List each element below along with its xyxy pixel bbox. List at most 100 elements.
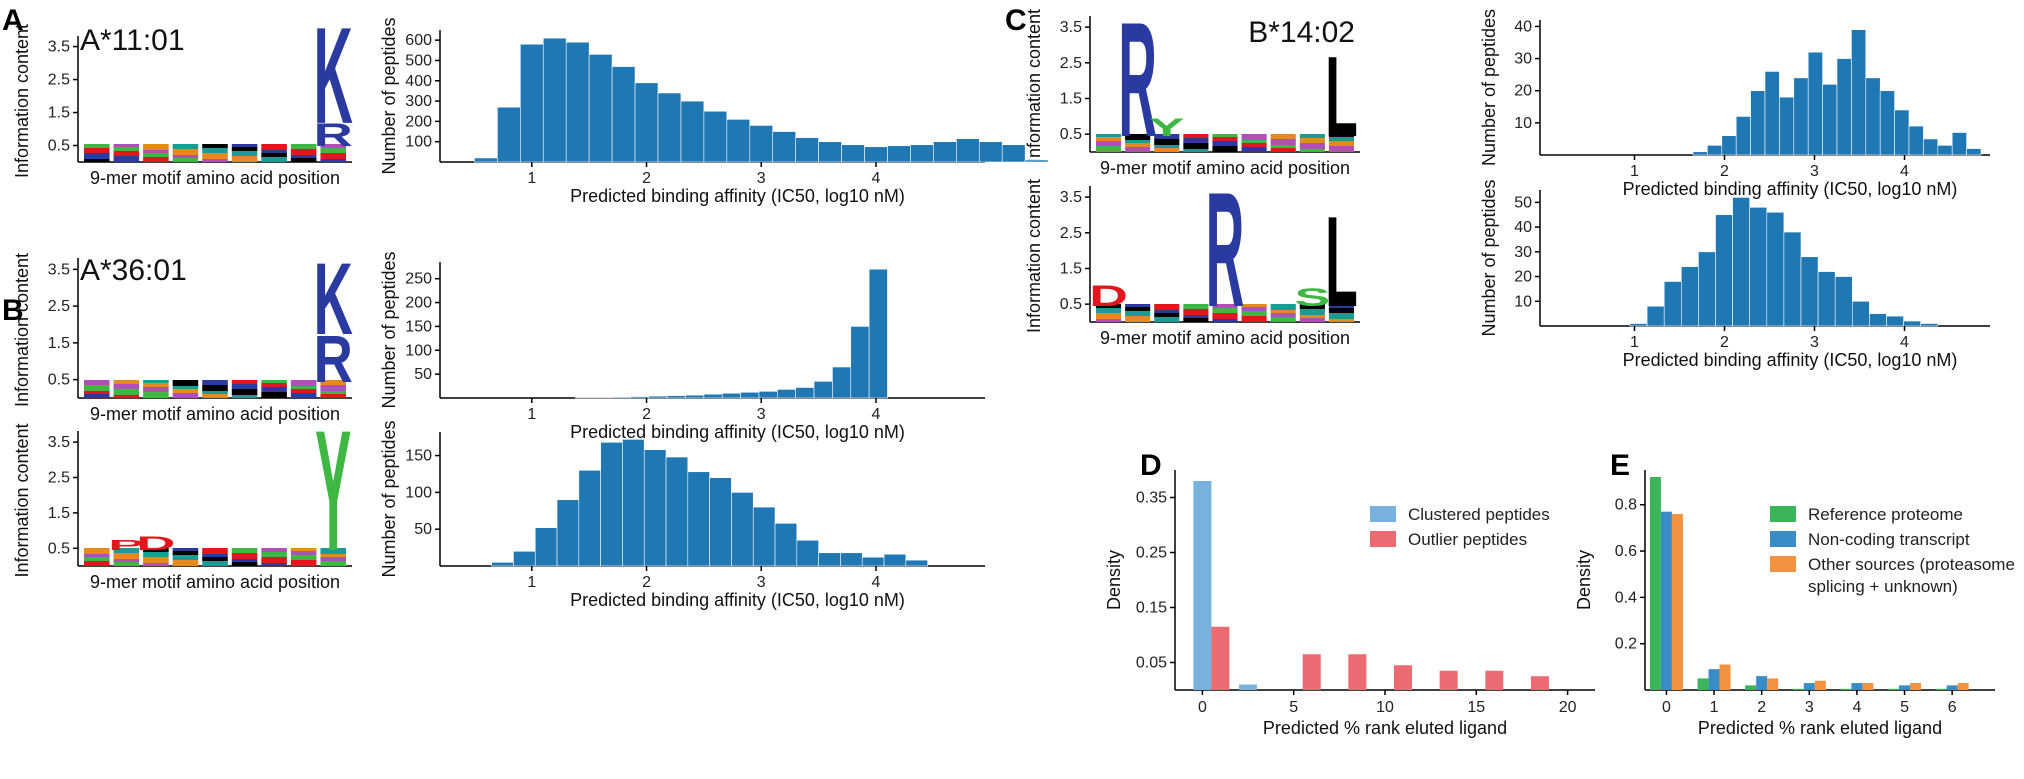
logo-stack-mark [1125, 304, 1151, 307]
logo-stack-mark [1299, 315, 1325, 318]
legend-label: Reference proteome [1808, 505, 1963, 524]
logo-stack-mark [1299, 149, 1325, 152]
logo-stack-mark [84, 561, 110, 566]
histogram-bar [758, 391, 778, 399]
histogram-bar [1807, 51, 1823, 156]
logo-stack-mark [1299, 318, 1325, 322]
logo-stack-mark [1212, 319, 1238, 322]
histogram-bar [818, 141, 842, 163]
logo-stack-mark [1328, 134, 1354, 137]
logo-stack-mark [202, 385, 228, 391]
bar-x-label: Predicted % rank eluted ligand [1263, 718, 1507, 738]
logo-stack-mark [231, 384, 258, 389]
histogram-bar [474, 157, 498, 163]
bar-xtick-label: 1 [1710, 699, 1719, 716]
logo-stack-mark [1096, 137, 1122, 141]
histogram-bar [731, 492, 754, 567]
hist-ytick-label: 150 [405, 448, 432, 465]
logo-stack-mark [320, 380, 346, 385]
density-bar [1239, 684, 1258, 690]
density-bar [1935, 688, 1947, 690]
hist-y-label: Number of peptides [379, 251, 399, 408]
hist-xtick-label: 2 [1720, 334, 1729, 351]
logo-stack-mark [143, 392, 169, 398]
logo-stack-mark [172, 149, 199, 155]
logo-stack-mark [1096, 319, 1122, 322]
logo-y-label: Information content [1024, 9, 1044, 163]
logo-stack-mark [1096, 146, 1122, 152]
logo-stack-mark [143, 383, 169, 387]
histogram-bar [1822, 83, 1838, 156]
logo-stack-mark [202, 391, 228, 394]
logo-stack-mark [1299, 309, 1325, 315]
logo-y-label: Information content [12, 24, 32, 178]
logo-stack-mark [1154, 145, 1180, 148]
bar-ytick-label: 0.2 [1615, 636, 1637, 653]
legend-swatch [1370, 531, 1396, 547]
logo-stack-mark [231, 395, 258, 398]
histogram-bar [1886, 315, 1904, 327]
histogram-bar [1869, 313, 1887, 327]
histogram-bar [520, 43, 544, 163]
histogram-bar [905, 559, 928, 567]
logo-y-label: Information content [12, 423, 32, 577]
histogram-bar [1851, 29, 1867, 156]
logo-stack-mark [290, 555, 317, 560]
hist-y-label: Number of peptides [379, 17, 399, 174]
bar-ytick-label: 0.8 [1615, 497, 1637, 514]
logo-stack-mark [1183, 138, 1209, 143]
logo-stack-mark [1154, 139, 1180, 145]
hist-xtick-label: 2 [642, 170, 651, 187]
legend-swatch [1770, 556, 1796, 572]
hist-y-label: Number of peptides [379, 420, 399, 577]
logo-stack-mark [261, 157, 287, 162]
hist-ytick-label: 10 [1514, 115, 1532, 132]
chart-d-density: 0 5 10 15 20 0.05 0.15 0.25 0.35 Predicted % rank… [1104, 470, 1595, 738]
logo-stack-mark [143, 387, 169, 392]
histogram-bar [648, 395, 668, 399]
logo-stack-mark [1212, 141, 1238, 146]
logo-stack-mark [1096, 308, 1122, 313]
hist-x-label: Predicted binding affinity (IC50, log10 … [1623, 350, 1958, 370]
histogram-b-bottom: 1 2 3 4 50 100 150 Predicted binding affinity (… [379, 420, 985, 610]
histogram-bar [777, 389, 796, 399]
logo-stack-mark [231, 562, 258, 566]
logo-ytick-label: 1.5 [48, 105, 70, 122]
panel-letter-e: E [1610, 449, 1630, 482]
histogram-bar [1920, 323, 1939, 327]
density-bar [1649, 476, 1661, 690]
histogram-bar [795, 137, 819, 163]
histogram-bar [1646, 305, 1665, 327]
hist-xtick-label: 3 [757, 406, 766, 423]
logo-stack-mark [1183, 149, 1209, 152]
histogram-bar [1834, 276, 1853, 327]
histogram-bar [685, 394, 705, 399]
density-bar [1193, 481, 1212, 690]
histogram-bar [887, 145, 911, 163]
logo-stack-mark [172, 555, 199, 560]
logo-stack-mark [172, 389, 199, 393]
logo-ytick-label: 2.5 [1060, 55, 1082, 72]
logo-stack-mark [84, 391, 110, 394]
histogram-bar [709, 477, 732, 567]
logo-stack-mark [320, 144, 346, 148]
hist-ytick-label: 50 [414, 366, 432, 383]
hist-xtick-label: 3 [1810, 163, 1819, 180]
histogram-bar [841, 144, 865, 163]
legend-swatch [1370, 506, 1396, 522]
histogram-bar [643, 449, 667, 567]
logo-stack-mark [290, 393, 317, 398]
density-bar [1348, 654, 1367, 690]
histogram-bar [749, 125, 774, 163]
hist-xtick-label: 4 [1900, 334, 1909, 351]
histogram-bar [726, 119, 751, 163]
logo-stack-mark [172, 548, 199, 551]
hist-xtick-label: 4 [872, 574, 881, 591]
logo-stack-mark [1212, 313, 1238, 319]
logo-stack-mark [320, 153, 346, 159]
logo-stack-mark [1241, 307, 1267, 311]
density-bar [1851, 683, 1863, 690]
histogram-bar [721, 392, 741, 399]
logo-ytick-label: 0.5 [1060, 296, 1082, 313]
density-bar [1394, 665, 1412, 690]
